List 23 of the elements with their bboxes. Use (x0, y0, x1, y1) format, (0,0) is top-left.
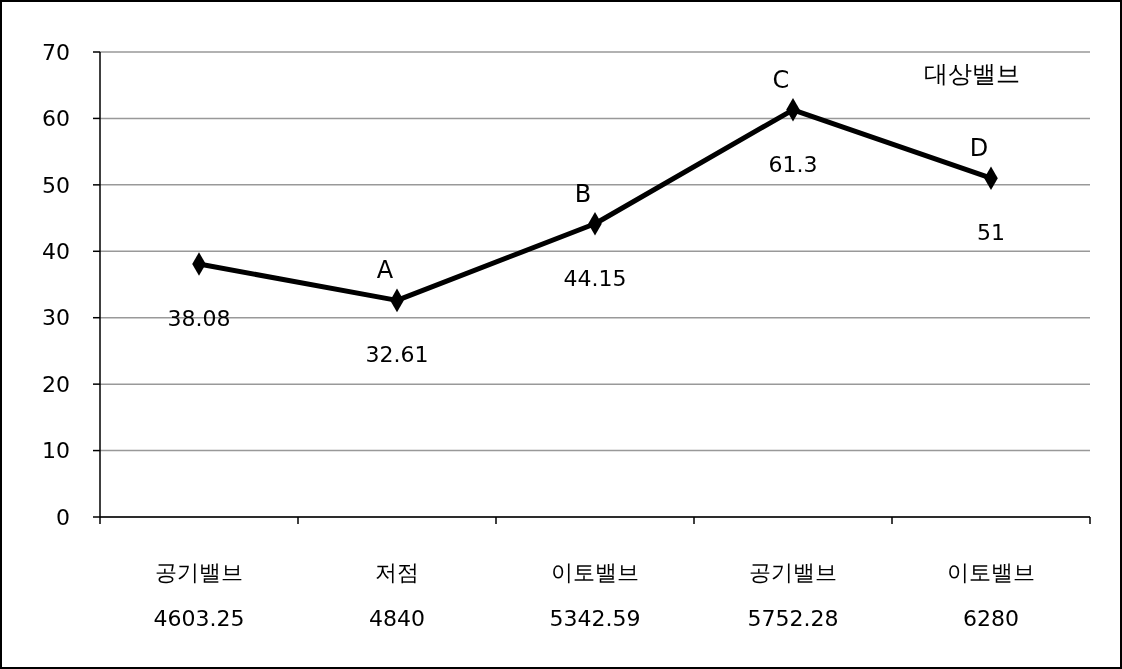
y-tick-label: 60 (42, 106, 70, 132)
x-tick-label: 이토밸브 6280 (947, 560, 1035, 631)
y-tick-label: 50 (42, 172, 70, 198)
y-tick-label: 30 (42, 305, 70, 331)
data-label: 61.3 (768, 151, 818, 177)
x-tick-label: 공기밸브 4603.25 (153, 560, 245, 631)
y-tick-label: 70 (42, 39, 70, 65)
annotation: B (574, 179, 592, 208)
x-tick-label: 저점 4840 (369, 560, 425, 631)
annotation: D (969, 134, 989, 163)
y-tick-label: 0 (56, 504, 70, 530)
y-tick-label: 20 (42, 371, 70, 397)
x-tick-label: 이토밸브 5342.59 (549, 560, 641, 631)
data-label: 32.61 (365, 342, 429, 368)
data-label: 44.15 (563, 265, 627, 291)
annotation: C (772, 65, 790, 94)
data-label: 51 (977, 220, 1005, 246)
annotation: A (376, 256, 394, 285)
y-tick-label: 40 (42, 238, 70, 264)
annotation: 대상밸브 (924, 60, 1020, 88)
y-tick-label: 10 (42, 438, 70, 464)
x-tick-label: 공기밸브 5752.28 (747, 560, 839, 631)
data-label: 38.08 (167, 306, 231, 332)
